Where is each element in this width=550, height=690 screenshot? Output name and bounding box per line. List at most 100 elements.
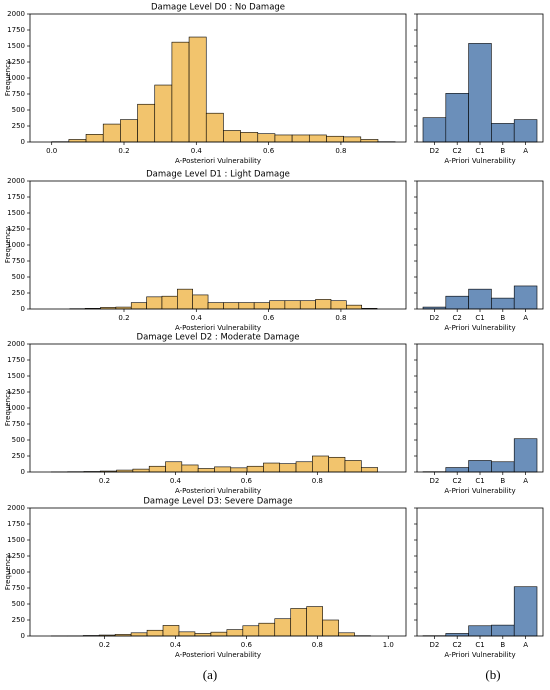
y-tick-label: 1000 <box>7 241 25 249</box>
x-tick-label: C1 <box>475 641 484 649</box>
bar <box>326 135 344 143</box>
x-axis-label: A-Posteriori Vulnerability <box>175 324 261 332</box>
axes-frame <box>29 343 407 473</box>
y-tick-label: 1000 <box>7 568 25 576</box>
axes-frame <box>416 13 544 143</box>
y-tick-label: 0 <box>21 632 25 640</box>
bar <box>177 288 193 310</box>
x-tick-label: D2 <box>429 147 439 155</box>
x-tick-label: B <box>500 314 505 322</box>
y-tick-label: 250 <box>12 452 25 460</box>
bar <box>330 300 347 310</box>
bar <box>328 456 346 473</box>
bar <box>146 629 164 637</box>
bar <box>513 438 538 473</box>
y-tick-label: 500 <box>12 600 25 608</box>
bar <box>445 467 469 473</box>
bar <box>210 631 228 637</box>
y-tick-label: 1000 <box>7 404 25 412</box>
y-tick-label: 500 <box>12 106 25 114</box>
x-tick-label: 0.8 <box>335 314 346 322</box>
y-tick-label: 750 <box>12 90 25 98</box>
bar <box>491 123 515 143</box>
y-tick-label: 750 <box>12 257 25 265</box>
bar <box>120 119 138 143</box>
bar <box>274 618 292 637</box>
axes-frame <box>29 180 407 310</box>
bar <box>132 468 150 473</box>
bar <box>284 300 301 310</box>
x-tick-label: B <box>500 147 505 155</box>
bar <box>445 295 469 310</box>
x-tick-label: 0.2 <box>118 147 129 155</box>
bar <box>223 130 241 143</box>
bar <box>468 460 492 473</box>
y-tick-label: 500 <box>12 273 25 281</box>
bar <box>205 112 224 143</box>
bar <box>513 586 538 637</box>
x-axis-label: A-Posteriori Vulnerability <box>175 487 261 495</box>
bar <box>445 93 469 143</box>
chart-title: Damage Level D3: Severe Damage <box>143 497 292 507</box>
x-tick-label: D2 <box>429 641 439 649</box>
panel-label: (a) <box>203 667 217 682</box>
bar <box>258 622 276 637</box>
bar <box>214 466 232 473</box>
y-tick-label: 1500 <box>7 536 25 544</box>
x-tick-label: 0.6 <box>241 477 253 485</box>
y-tick-label: 1000 <box>7 74 25 82</box>
bar <box>322 619 339 637</box>
bar <box>338 632 355 637</box>
y-tick-label: 2000 <box>7 10 25 18</box>
x-tick-label: 0.2 <box>99 641 110 649</box>
x-tick-label: 0.6 <box>263 314 275 322</box>
x-tick-label: A <box>523 147 528 155</box>
x-tick-label: 0.6 <box>241 641 253 649</box>
bar <box>246 465 264 473</box>
bar <box>346 304 363 310</box>
bar <box>154 84 173 143</box>
bar <box>361 467 378 473</box>
x-axis-label: A-Posteriori Vulnerability <box>175 651 261 659</box>
x-tick-label: C2 <box>453 641 462 649</box>
axes-frame <box>29 507 407 637</box>
y-tick-label: 1250 <box>7 58 25 66</box>
bar <box>279 463 297 473</box>
x-axis-label: A-Priori Vulnerability <box>444 651 515 659</box>
x-tick-label: 0.8 <box>312 641 323 649</box>
y-tick-label: 0 <box>21 305 25 313</box>
bar <box>178 631 196 637</box>
bar <box>192 294 209 310</box>
bar <box>299 300 316 310</box>
y-tick-label: 1250 <box>7 225 25 233</box>
bar <box>130 632 148 637</box>
x-tick-label: 0.8 <box>312 477 323 485</box>
y-tick-label: 250 <box>12 289 25 297</box>
x-tick-label: D2 <box>429 314 439 322</box>
x-tick-label: A <box>523 477 528 485</box>
bar <box>491 297 515 310</box>
bar <box>422 117 447 143</box>
axes-frame <box>29 13 407 143</box>
bar <box>226 629 244 637</box>
bar <box>146 296 163 310</box>
bar <box>181 464 199 473</box>
x-tick-label: 0.2 <box>99 477 110 485</box>
bar <box>223 302 240 310</box>
x-tick-label: C1 <box>475 147 484 155</box>
y-tick-label: 750 <box>12 420 25 428</box>
bar <box>291 134 310 143</box>
bar <box>491 461 515 473</box>
x-tick-label: 0.4 <box>170 477 182 485</box>
x-axis-label: A-Priori Vulnerability <box>444 157 515 165</box>
x-tick-label: 0.4 <box>191 314 203 322</box>
bar <box>468 625 492 637</box>
x-tick-label: D2 <box>429 477 439 485</box>
bar <box>253 302 270 310</box>
bar <box>171 41 190 143</box>
bar <box>130 302 147 310</box>
x-tick-label: B <box>500 477 505 485</box>
x-tick-label: 1.0 <box>383 641 394 649</box>
x-tick-label: 0.2 <box>118 314 129 322</box>
bar <box>274 134 293 143</box>
